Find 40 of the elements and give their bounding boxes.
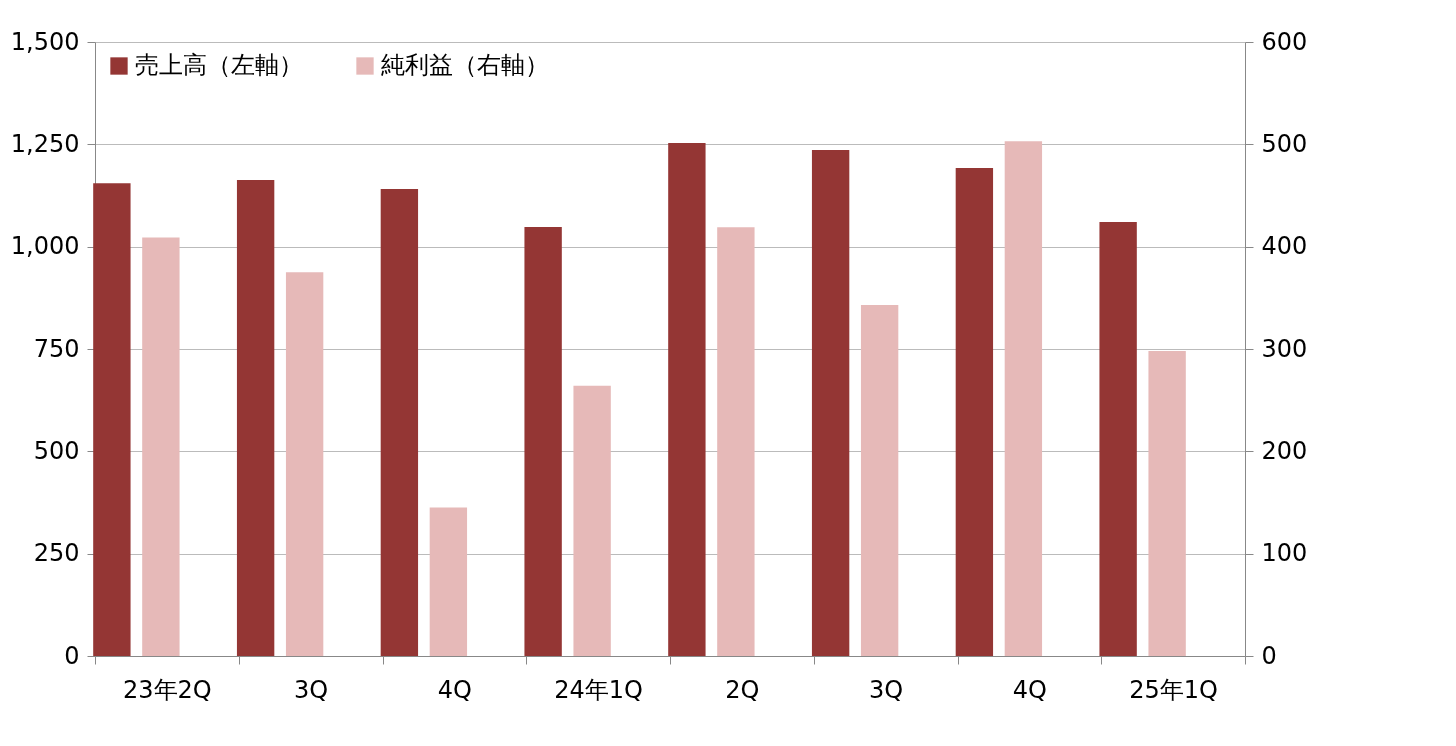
x-tick-label: 4Q: [437, 675, 472, 704]
bar: [860, 305, 899, 656]
y2-tick-label: 200: [1261, 436, 1308, 465]
bar: [955, 168, 994, 656]
y2-tick-label: 400: [1261, 232, 1308, 261]
bar: [142, 237, 180, 656]
x-tick-label: 2Q: [725, 675, 760, 704]
bar: [717, 227, 755, 656]
x-tick-label: 24年1Q: [554, 675, 643, 704]
bar: [524, 227, 562, 656]
bar: [285, 272, 324, 656]
bar: [93, 183, 131, 656]
y2-tick-label: 600: [1261, 27, 1308, 56]
legend-label: 純利益（右軸）: [381, 51, 549, 79]
y-tick-label: 1,000: [10, 232, 80, 261]
y-tick-label: 250: [33, 539, 80, 568]
bar: [236, 179, 275, 656]
y-tick-label: 500: [33, 436, 80, 465]
y-tick-label: 1,250: [10, 129, 80, 158]
bar: [811, 150, 850, 656]
x-tick-label: 3Q: [294, 675, 329, 704]
y2-tick-label: 0: [1261, 641, 1277, 670]
y-tick-label: 0: [64, 641, 80, 670]
bar: [573, 385, 611, 656]
y-tick-label: 1,500: [10, 27, 80, 56]
x-tick-label: 3Q: [869, 675, 904, 704]
y-tick-label: 750: [33, 334, 80, 363]
y2-tick-label: 500: [1261, 129, 1308, 158]
bar: [380, 188, 419, 656]
bar: [668, 143, 706, 656]
y2-tick-label: 100: [1261, 539, 1308, 568]
x-tick-label: 25年1Q: [1129, 675, 1218, 704]
bar: [429, 507, 468, 656]
x-tick-label: 23年2Q: [123, 675, 212, 704]
legend-label: 売上高（左軸）: [135, 51, 303, 79]
bar: [1148, 351, 1186, 656]
bar: [1004, 141, 1043, 656]
y2-tick-label: 300: [1261, 334, 1308, 363]
x-tick-label: 4Q: [1012, 675, 1047, 704]
bar: [1099, 222, 1137, 656]
